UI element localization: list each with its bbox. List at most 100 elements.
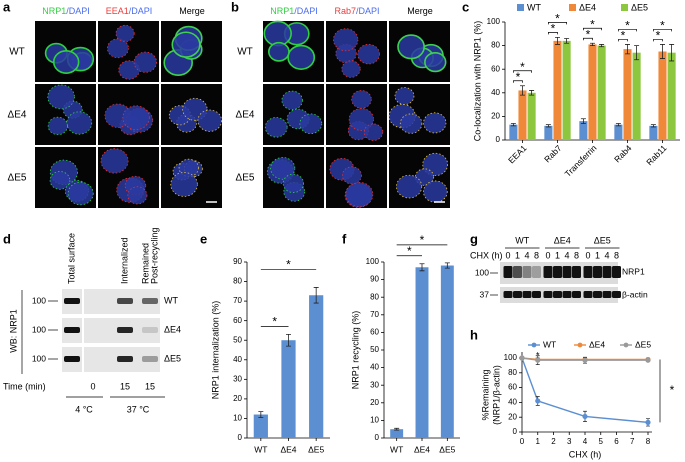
blot-band: [553, 291, 562, 298]
marker-label: 100: [32, 295, 46, 305]
y-tick-label: 80: [491, 41, 500, 50]
y-tick-label: 0: [496, 135, 501, 144]
timepoint: 0: [585, 250, 590, 260]
y-tick-label: 10: [370, 416, 379, 425]
y-tick-label: 60: [491, 64, 500, 73]
cell: [423, 112, 447, 134]
blot-band: [117, 298, 133, 304]
error-bar: [444, 262, 450, 269]
sig-star: *: [625, 19, 630, 33]
column-header: Merge: [179, 6, 205, 16]
group-label: ΔE4: [554, 235, 571, 245]
y-tick-label: 100: [504, 353, 518, 362]
sig-star: *: [621, 29, 626, 43]
series-line: [521, 357, 649, 424]
cell: [281, 90, 303, 111]
panel-label: c: [462, 0, 469, 14]
column-header: Merge: [407, 6, 433, 16]
header-part: /DAPI: [294, 6, 318, 16]
point: [535, 398, 541, 404]
bar: [562, 40, 571, 140]
column-header: NRP1/DAPI: [42, 6, 90, 16]
timepoint: 1: [515, 250, 520, 260]
temp-label: 37 °C: [127, 404, 150, 414]
panel-label: b: [231, 0, 239, 14]
bar: [649, 125, 658, 140]
lane-label: Total surface: [66, 233, 76, 284]
blot-band: [513, 291, 522, 298]
blot-band: [64, 356, 80, 362]
cell: [127, 186, 148, 205]
blot-band: [543, 266, 553, 278]
cell: [270, 157, 296, 180]
blot-band: [64, 327, 80, 333]
bar: [553, 40, 562, 140]
y-tick-label: 40: [491, 88, 500, 97]
timepoint: 1: [595, 250, 600, 260]
blot-band: [593, 291, 602, 298]
y-tick-label: 60: [233, 316, 242, 325]
blot-band: [117, 356, 133, 362]
x-tick-label: 0: [520, 437, 525, 446]
blot-band: [612, 291, 621, 298]
y-tick-label: 60: [508, 383, 517, 392]
panel-label: g: [470, 231, 478, 246]
row-label: ΔE4: [236, 110, 255, 121]
legend-label: WT: [527, 2, 541, 12]
cell: [394, 87, 415, 105]
cell: [363, 123, 384, 141]
blot-band: [612, 266, 621, 278]
time-label: Time (min): [3, 381, 46, 391]
sig-bracket: [513, 70, 532, 73]
error-bar: [669, 44, 675, 62]
y-axis-label: NRP1 recycling (%): [350, 311, 360, 390]
sig-star: *: [656, 29, 661, 43]
cell: [170, 172, 198, 197]
marker-label: 100: [32, 353, 46, 363]
row-label: ΔE5: [236, 173, 255, 184]
legend-marker: [531, 342, 537, 348]
y-tick-label: 0: [238, 433, 243, 442]
cell: [333, 28, 359, 52]
sig-star: *: [590, 17, 595, 31]
x-tick-label: ΔE4: [280, 444, 296, 454]
sig-star: *: [407, 244, 412, 258]
header-part: /DAPI: [66, 6, 90, 16]
header-part: EEA1: [106, 6, 129, 16]
timepoint: 1: [555, 250, 560, 260]
blot-band: [522, 291, 532, 298]
row-label: ΔE5: [8, 173, 27, 184]
lane-label: Remained: [140, 243, 150, 284]
blot-band: [142, 356, 158, 362]
header-part: /DAPI: [129, 6, 153, 16]
x-tick-label: ΔE4: [414, 444, 430, 454]
timepoint: 4: [524, 250, 529, 260]
blot-band: [532, 266, 541, 278]
header-part: NRP1: [42, 6, 66, 16]
y-tick-label: 40: [370, 363, 379, 372]
bar: [253, 414, 268, 438]
x-tick-label: EEA1: [506, 143, 529, 166]
bar: [527, 92, 536, 140]
point: [582, 413, 588, 420]
cell: [348, 108, 374, 131]
y-tick-label: 80: [370, 292, 379, 301]
sig-star: *: [670, 383, 675, 397]
cell: [133, 51, 157, 73]
header-part: Rab7: [334, 6, 356, 16]
bar: [281, 340, 296, 438]
time-value: 15: [145, 381, 155, 391]
blot-band: [572, 291, 581, 298]
x-tick-label: Rab4: [612, 143, 634, 165]
y-tick-label: 20: [508, 412, 517, 421]
x-tick-label: WT: [390, 444, 403, 454]
bar: [544, 125, 553, 140]
sig-star: *: [420, 233, 425, 247]
error-bar: [258, 411, 264, 418]
header-part: /DAPI: [356, 6, 380, 16]
y-tick-label: 40: [233, 355, 242, 364]
timepoint: 8: [574, 250, 579, 260]
timepoint: 4: [604, 250, 609, 260]
cell: [397, 34, 425, 60]
group-label: ΔE5: [594, 235, 611, 245]
